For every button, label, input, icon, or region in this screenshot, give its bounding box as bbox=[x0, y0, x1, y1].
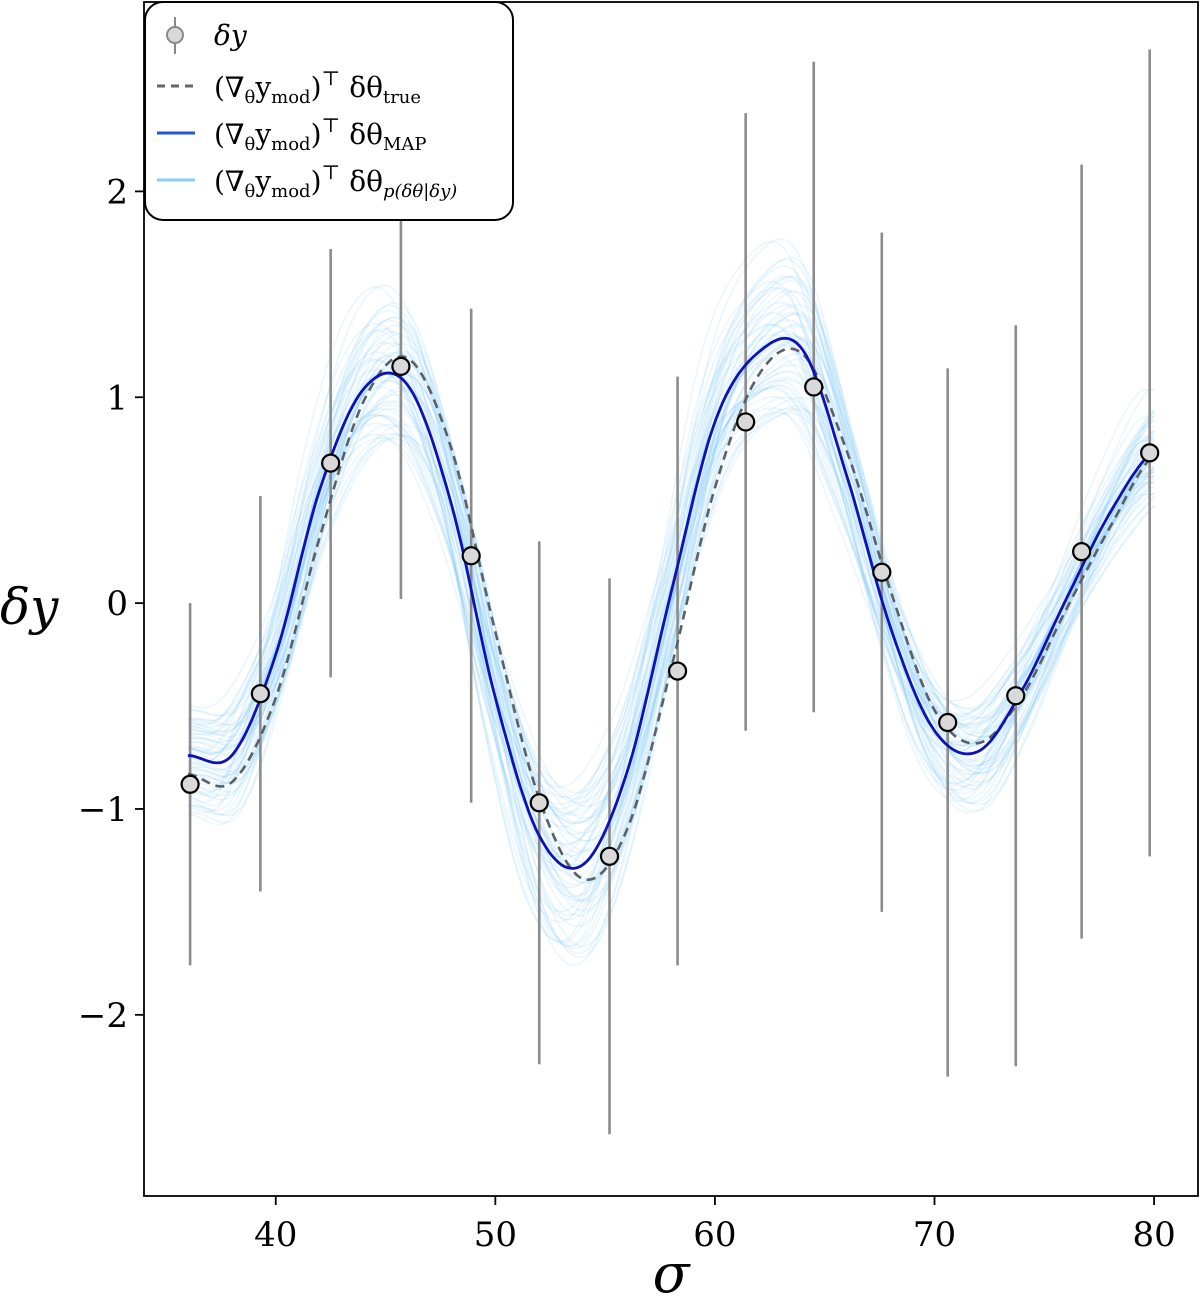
posterior-sample-curve bbox=[187, 238, 1155, 948]
x-tick-label: 80 bbox=[1132, 1215, 1175, 1255]
x-tick-label: 50 bbox=[474, 1215, 517, 1255]
posterior-sample-curve bbox=[187, 355, 1155, 828]
posterior-sample-curve bbox=[187, 276, 1155, 903]
observation-point bbox=[938, 712, 958, 733]
observation-point bbox=[250, 684, 270, 704]
posterior-sample-curve bbox=[187, 396, 1155, 808]
observation-point bbox=[804, 377, 824, 397]
legend-entry-map: (∇θymod)⊤ δθMAP bbox=[157, 113, 427, 155]
y-axis-label: δy bbox=[0, 578, 59, 636]
legend: δy (∇θymod)⊤ δθtrue (∇θymod)⊤ δθMAP (∇θy… bbox=[144, 1, 514, 221]
posterior-sample-curve bbox=[187, 378, 1155, 825]
posterior-sample-curve bbox=[187, 280, 1155, 923]
x-ticks: 40 50 60 70 80 bbox=[254, 1196, 1176, 1255]
posterior-sample-curve bbox=[187, 396, 1155, 816]
posterior-sample-curve bbox=[187, 352, 1155, 884]
observation-point bbox=[461, 546, 481, 566]
x-tick-label: 40 bbox=[254, 1215, 297, 1255]
posterior-sample-curve bbox=[187, 333, 1155, 868]
posterior-sample-curve bbox=[187, 339, 1155, 858]
posterior-sample-curve bbox=[187, 313, 1155, 912]
y-tick-label: −2 bbox=[78, 996, 128, 1036]
observation-point bbox=[1072, 542, 1092, 562]
posterior-sample-curve bbox=[187, 407, 1155, 794]
posterior-samples bbox=[187, 238, 1155, 966]
posterior-sample-curve bbox=[187, 412, 1155, 804]
posterior-sample-curve bbox=[187, 379, 1155, 814]
posterior-sample-curve bbox=[187, 280, 1155, 959]
posterior-sample-curve bbox=[187, 333, 1155, 897]
legend-entry-posterior: (∇θymod)⊤ δθp(δθ|δy) bbox=[157, 160, 457, 202]
y-tick-label: 0 bbox=[106, 584, 128, 624]
observation-point bbox=[529, 793, 549, 813]
axes-frame bbox=[143, 1, 1199, 1197]
legend-label-observations: δy bbox=[214, 19, 248, 52]
posterior-sample-curve bbox=[187, 312, 1155, 901]
posterior-sample-curve bbox=[187, 287, 1155, 917]
model-curves bbox=[187, 336, 1155, 882]
y-tick-label: −1 bbox=[78, 790, 128, 830]
posterior-sample-curve bbox=[187, 336, 1155, 880]
posterior-sample-curve bbox=[187, 407, 1155, 817]
legend-entry-true: (∇θymod)⊤ δθtrue bbox=[157, 66, 421, 108]
legend-entry-observations: δy bbox=[166, 17, 248, 54]
map-curve bbox=[187, 336, 1155, 870]
posterior-sample-curve bbox=[187, 337, 1155, 884]
y-tick-label: 1 bbox=[106, 378, 128, 418]
observation-point bbox=[1006, 686, 1026, 706]
posterior-sample-curve bbox=[187, 303, 1155, 904]
posterior-sample-curve bbox=[187, 258, 1155, 966]
observation-points bbox=[180, 356, 1160, 866]
posterior-sample-curve bbox=[187, 312, 1155, 913]
posterior-sample-curve bbox=[187, 286, 1155, 944]
legend-box bbox=[144, 1, 514, 221]
posterior-sample-curve bbox=[187, 323, 1155, 872]
posterior-sample-curve bbox=[187, 386, 1155, 810]
posterior-sample-curve bbox=[187, 275, 1155, 902]
observation-point bbox=[180, 774, 200, 794]
true-curve bbox=[187, 347, 1155, 882]
observation-point bbox=[1140, 443, 1160, 463]
y-tick-label: 2 bbox=[106, 172, 128, 212]
posterior-sample-curve bbox=[187, 240, 1155, 943]
legend-label-map: (∇θymod)⊤ δθMAP bbox=[214, 113, 427, 155]
legend-marker-icon bbox=[166, 26, 184, 44]
x-axis-label: σ bbox=[653, 1242, 692, 1301]
observation-point bbox=[667, 661, 688, 681]
posterior-sample-curve bbox=[187, 334, 1155, 854]
posterior-sample-curve bbox=[187, 323, 1155, 858]
posterior-sample-curve bbox=[187, 411, 1155, 798]
legend-label-true: (∇θymod)⊤ δθtrue bbox=[214, 66, 421, 108]
observation-point bbox=[599, 846, 620, 866]
observation-point bbox=[872, 562, 892, 582]
posterior-sample-curve bbox=[187, 256, 1155, 955]
x-tick-label: 70 bbox=[913, 1215, 956, 1255]
posterior-sample-curve bbox=[187, 345, 1155, 877]
posterior-sample-curve bbox=[187, 387, 1155, 788]
legend-label-posterior: (∇θymod)⊤ δθp(δθ|δy) bbox=[214, 160, 457, 202]
x-tick-label: 60 bbox=[693, 1215, 736, 1255]
observation-point bbox=[321, 453, 341, 473]
posterior-sample-curve bbox=[187, 324, 1155, 863]
posterior-sample-curve bbox=[187, 338, 1155, 866]
posterior-sample-curve bbox=[187, 408, 1155, 819]
observation-point bbox=[391, 356, 411, 376]
posterior-sample-curve bbox=[187, 289, 1155, 928]
y-ticks: −2 −1 0 1 2 bbox=[78, 172, 144, 1036]
observation-point bbox=[736, 412, 756, 432]
posterior-sample-curve bbox=[187, 275, 1155, 950]
posterior-sample-curve bbox=[187, 301, 1155, 921]
